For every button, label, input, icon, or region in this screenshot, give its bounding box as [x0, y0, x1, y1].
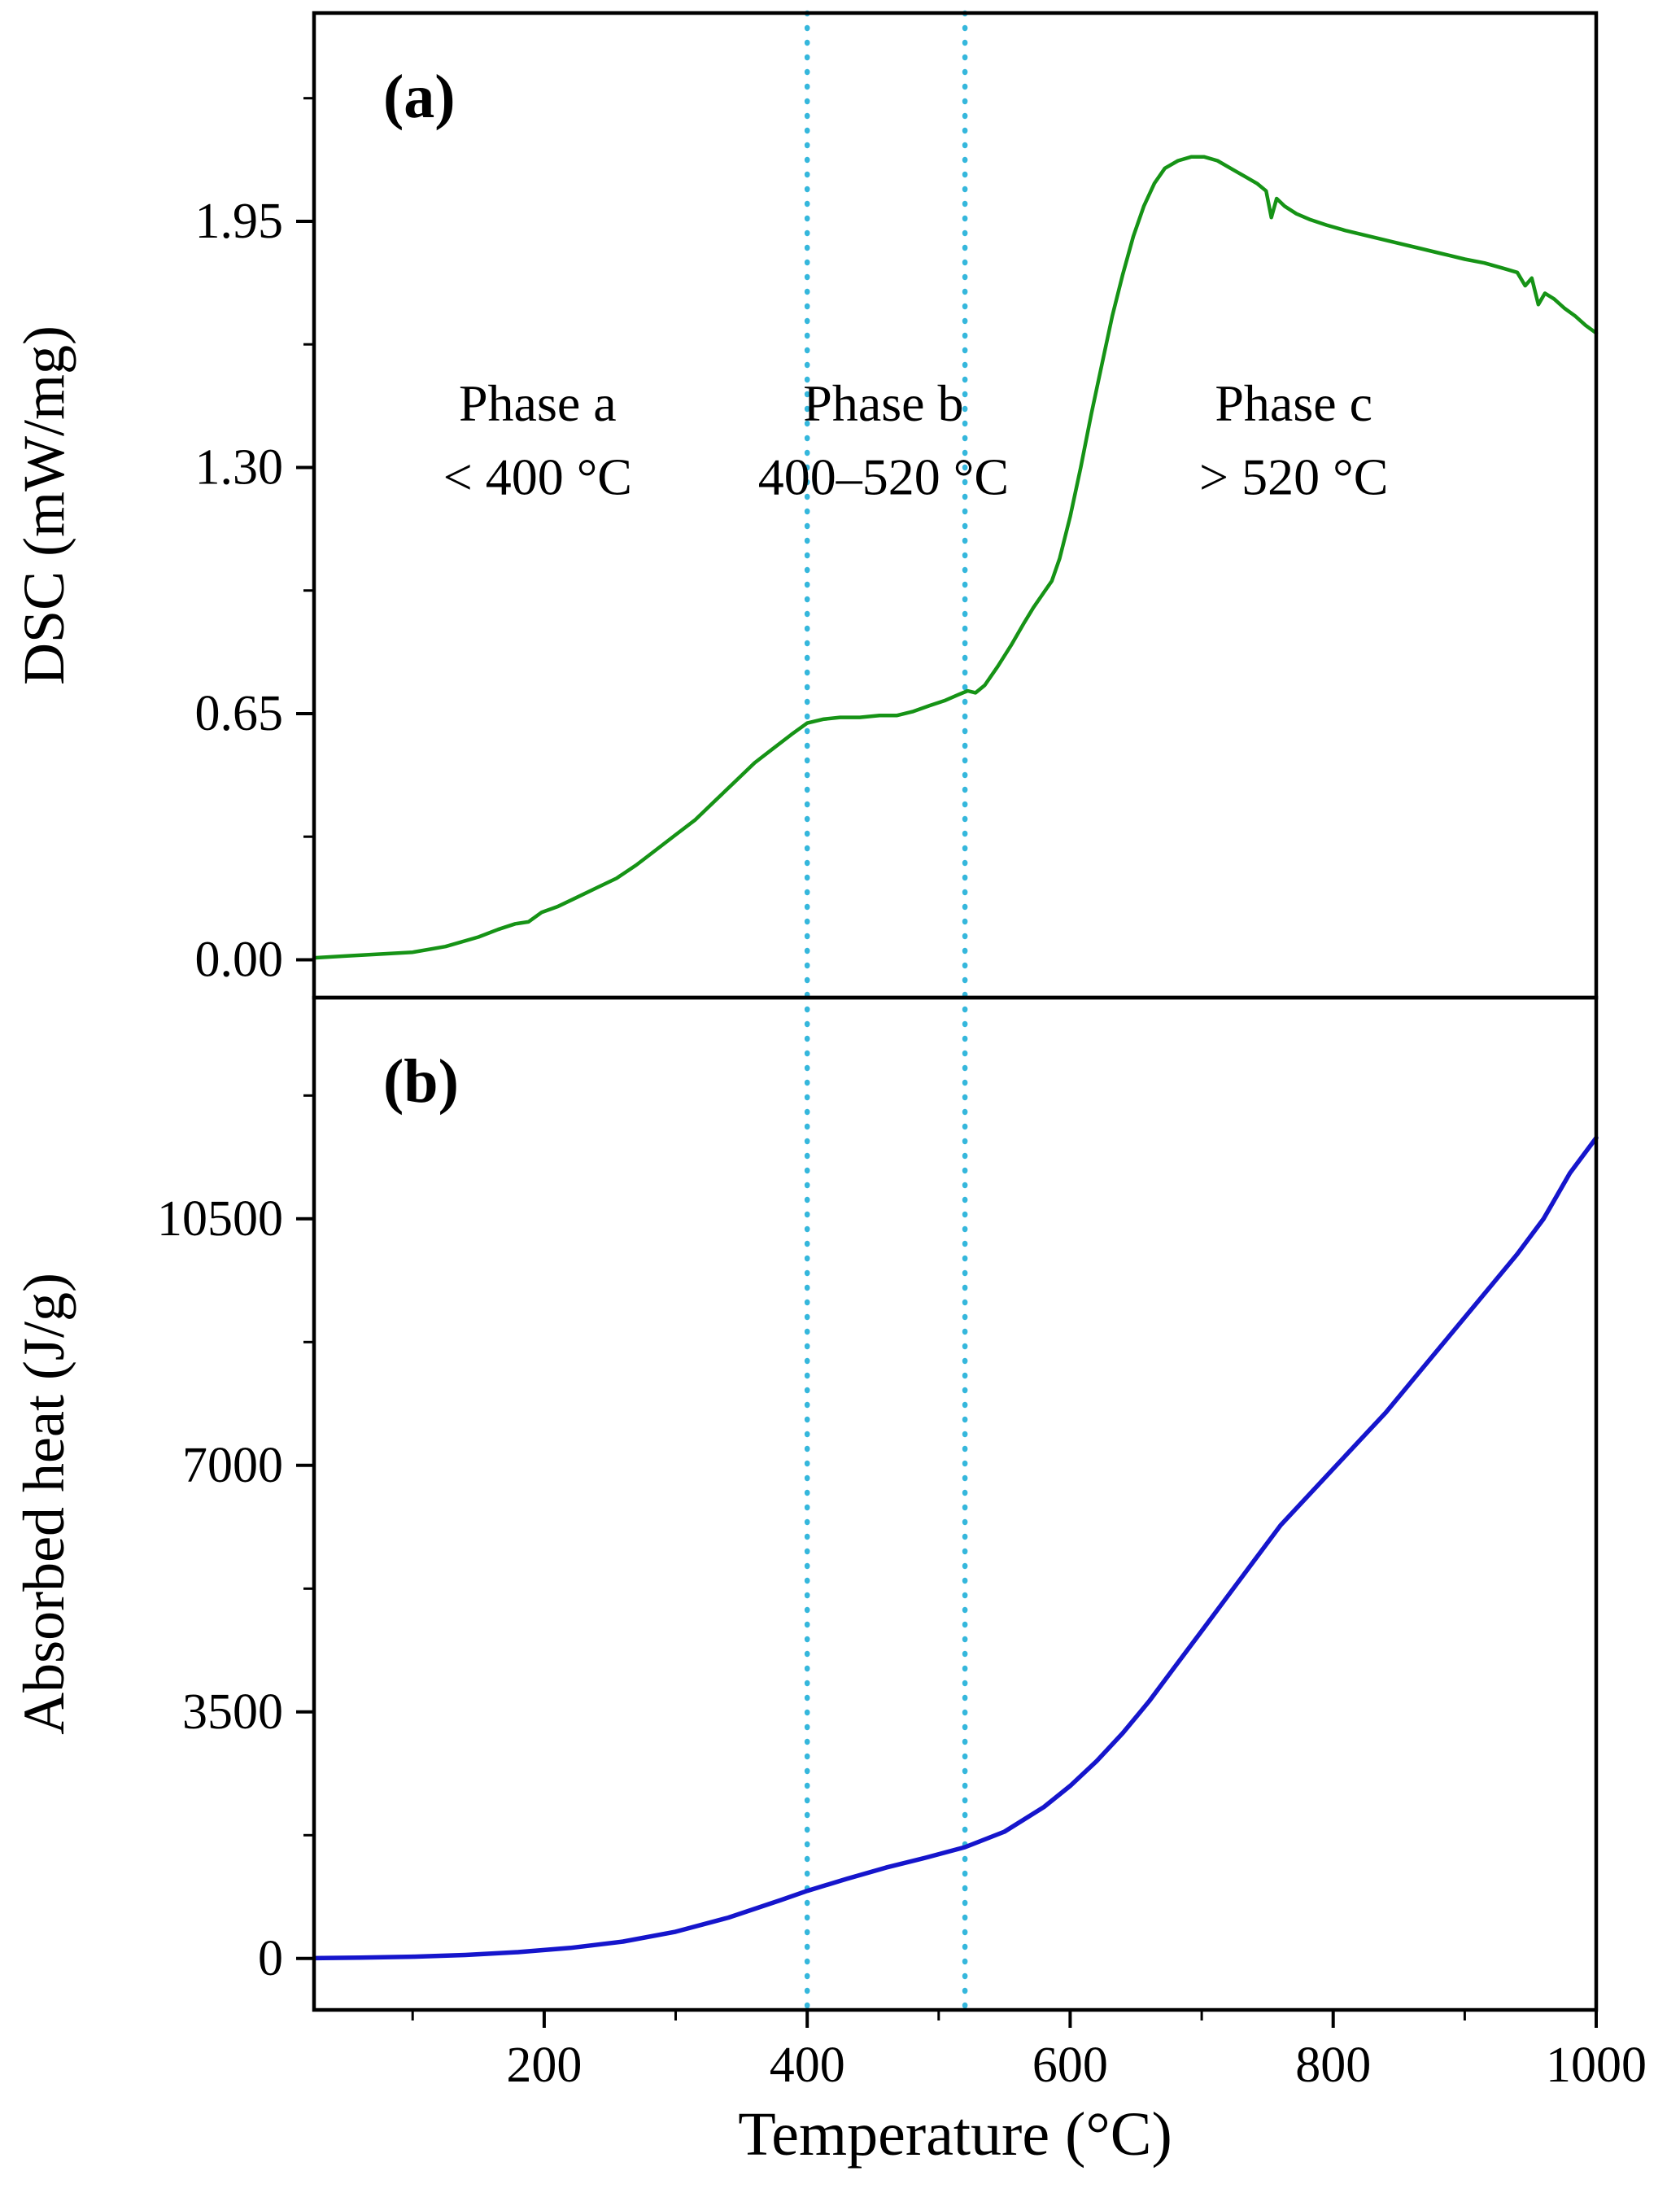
x-tick-label: 600	[1032, 2038, 1108, 2093]
phase-annotation: Phase a	[459, 374, 617, 432]
y-tick-label-a: 0.65	[195, 686, 284, 741]
y-tick-label-b: 3500	[182, 1684, 283, 1740]
x-tick-label: 200	[506, 2038, 582, 2093]
phase-annotation: Phase c	[1215, 374, 1372, 432]
x-tick-label: 800	[1295, 2038, 1371, 2093]
y-tick-label-a: 1.95	[195, 194, 284, 249]
y-tick-label-b: 7000	[182, 1438, 283, 1493]
y-tick-label-a: 1.30	[195, 440, 284, 496]
y-axis-title-b: Absorbed heat (J/g)	[11, 1273, 76, 1735]
panel-a-label: (a)	[383, 63, 456, 131]
series-line-dsc	[312, 155, 1599, 960]
x-tick-label: 400	[770, 2038, 845, 2093]
phase-annotation: Phase b	[803, 374, 963, 432]
y-tick-label-b: 0	[258, 1931, 283, 1986]
x-axis-title: Temperature (°C)	[738, 2100, 1172, 2169]
y-axis-title-a: DSC (mW/mg)	[11, 325, 76, 685]
phase-annotation: < 400 °C	[443, 448, 632, 506]
y-tick-label-a: 0.00	[195, 933, 284, 988]
panel-b-label: (b)	[383, 1047, 459, 1116]
phase-annotation: > 520 °C	[1199, 448, 1388, 506]
series-line-absorbed-heat	[312, 1135, 1599, 1961]
y-tick-label-b: 10500	[157, 1191, 283, 1247]
x-tick-label: 1000	[1546, 2038, 1647, 2093]
panel-b-frame	[312, 995, 1599, 2012]
phase-annotation: 400–520 °C	[758, 448, 1009, 506]
